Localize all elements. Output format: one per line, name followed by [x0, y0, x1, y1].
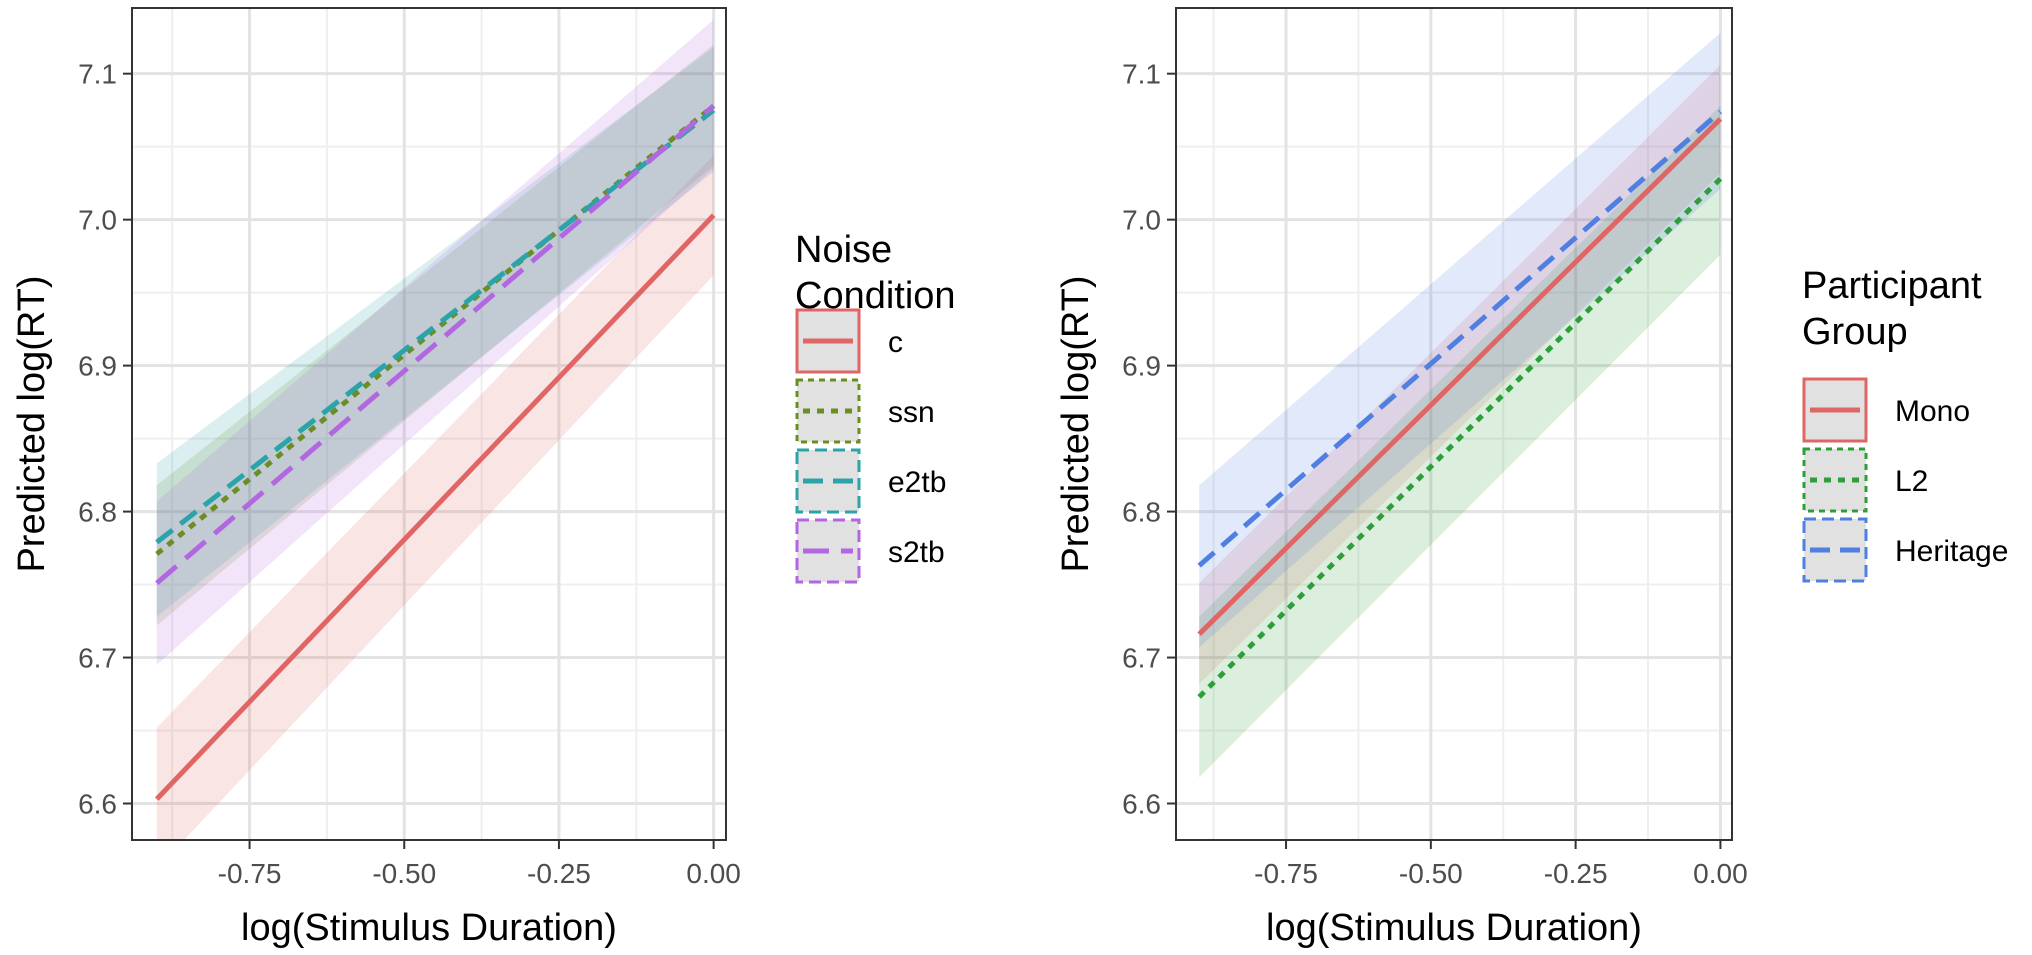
x-tick-label: -0.50	[372, 858, 436, 889]
axes: -0.75 -0.50 -0.25 0.00 6.6 6.7 6.8 6.9 7.0 7.1 log…	[1055, 59, 1748, 949]
y-tick-label: 6.9	[1122, 351, 1161, 382]
panel-border	[131, 7, 727, 841]
legend-item-L2: L2	[1802, 447, 1928, 513]
legend-label: s2tb	[888, 536, 945, 569]
y-tick-label: 7.1	[78, 59, 117, 90]
x-tick-label: -0.75	[218, 858, 282, 889]
y-tick-label: 6.6	[78, 789, 117, 820]
y-tick-label: 7.0	[78, 205, 117, 236]
x-tick-label: 0.00	[1693, 858, 1748, 889]
series-line-c	[154, 213, 716, 801]
x-tick-label: -0.25	[1544, 858, 1608, 889]
y-axis-title: Predicted log(RT)	[11, 275, 53, 572]
y-tick-label: 6.6	[1122, 789, 1161, 820]
x-tick-label: -0.50	[1399, 858, 1463, 889]
series-lines	[1197, 109, 1723, 699]
x-tick-label: 0.00	[686, 858, 741, 889]
legend-item-Heritage: Heritage	[1802, 517, 2008, 583]
series-line-L2	[1197, 177, 1723, 699]
y-tick-label: 6.8	[78, 497, 117, 528]
y-tick-label: 7.0	[1122, 205, 1161, 236]
y-tick-label: 6.7	[1122, 643, 1161, 674]
chart-panel-2: -0.75 -0.50 -0.25 0.00 6.6 6.7 6.8 6.9 7.0 7.1 log…	[1055, 7, 2008, 949]
legend-label: Heritage	[1895, 535, 2008, 568]
series-line-s2tb	[155, 103, 716, 585]
legend-item-e2tb: e2tb	[795, 448, 946, 514]
legend-label: e2tb	[888, 466, 946, 499]
chart-panel-1: -0.75 -0.50 -0.25 0.00 6.6 6.7 6.8 6.9 7.0 7.1 log…	[11, 7, 956, 949]
x-tick-label: -0.75	[1254, 858, 1318, 889]
gridlines	[1176, 8, 1732, 840]
legend-label: Mono	[1895, 395, 1970, 428]
legend-item-Mono: Mono	[1802, 377, 1970, 443]
y-tick-label: 7.1	[1122, 59, 1161, 90]
legend-label: c	[888, 326, 903, 359]
ribbon-ssn	[156, 44, 714, 626]
y-tick-label: 6.8	[1122, 497, 1161, 528]
legend-label: L2	[1895, 465, 1928, 498]
ribbon-L2	[1199, 105, 1721, 778]
ribbon-c	[156, 155, 714, 840]
legend-item-ssn: ssn	[795, 378, 935, 444]
x-axis-title: log(Stimulus Duration)	[241, 907, 617, 949]
ribbon-s2tb	[156, 19, 714, 665]
y-axis-title: Predicted log(RT)	[1055, 275, 1097, 572]
axes: -0.75 -0.50 -0.25 0.00 6.6 6.7 6.8 6.9 7.0 7.1 log…	[11, 59, 741, 949]
x-tick-label: -0.25	[527, 858, 591, 889]
legend-label: ssn	[888, 396, 935, 429]
legend-item-s2tb: s2tb	[795, 518, 945, 584]
y-tick-label: 6.9	[78, 351, 117, 382]
legend-title-line: Noise	[795, 229, 892, 271]
series-line-Heritage	[1197, 109, 1723, 568]
legend-title-line: Participant	[1802, 265, 1982, 307]
legend-title-line: Group	[1802, 311, 1908, 353]
panel-border	[1175, 7, 1733, 841]
x-axis-title: log(Stimulus Duration)	[1266, 907, 1642, 949]
series-lines	[154, 103, 716, 801]
legend-item-c: c	[795, 308, 903, 374]
y-tick-label: 6.7	[78, 643, 117, 674]
series-line-Mono	[1197, 117, 1723, 636]
